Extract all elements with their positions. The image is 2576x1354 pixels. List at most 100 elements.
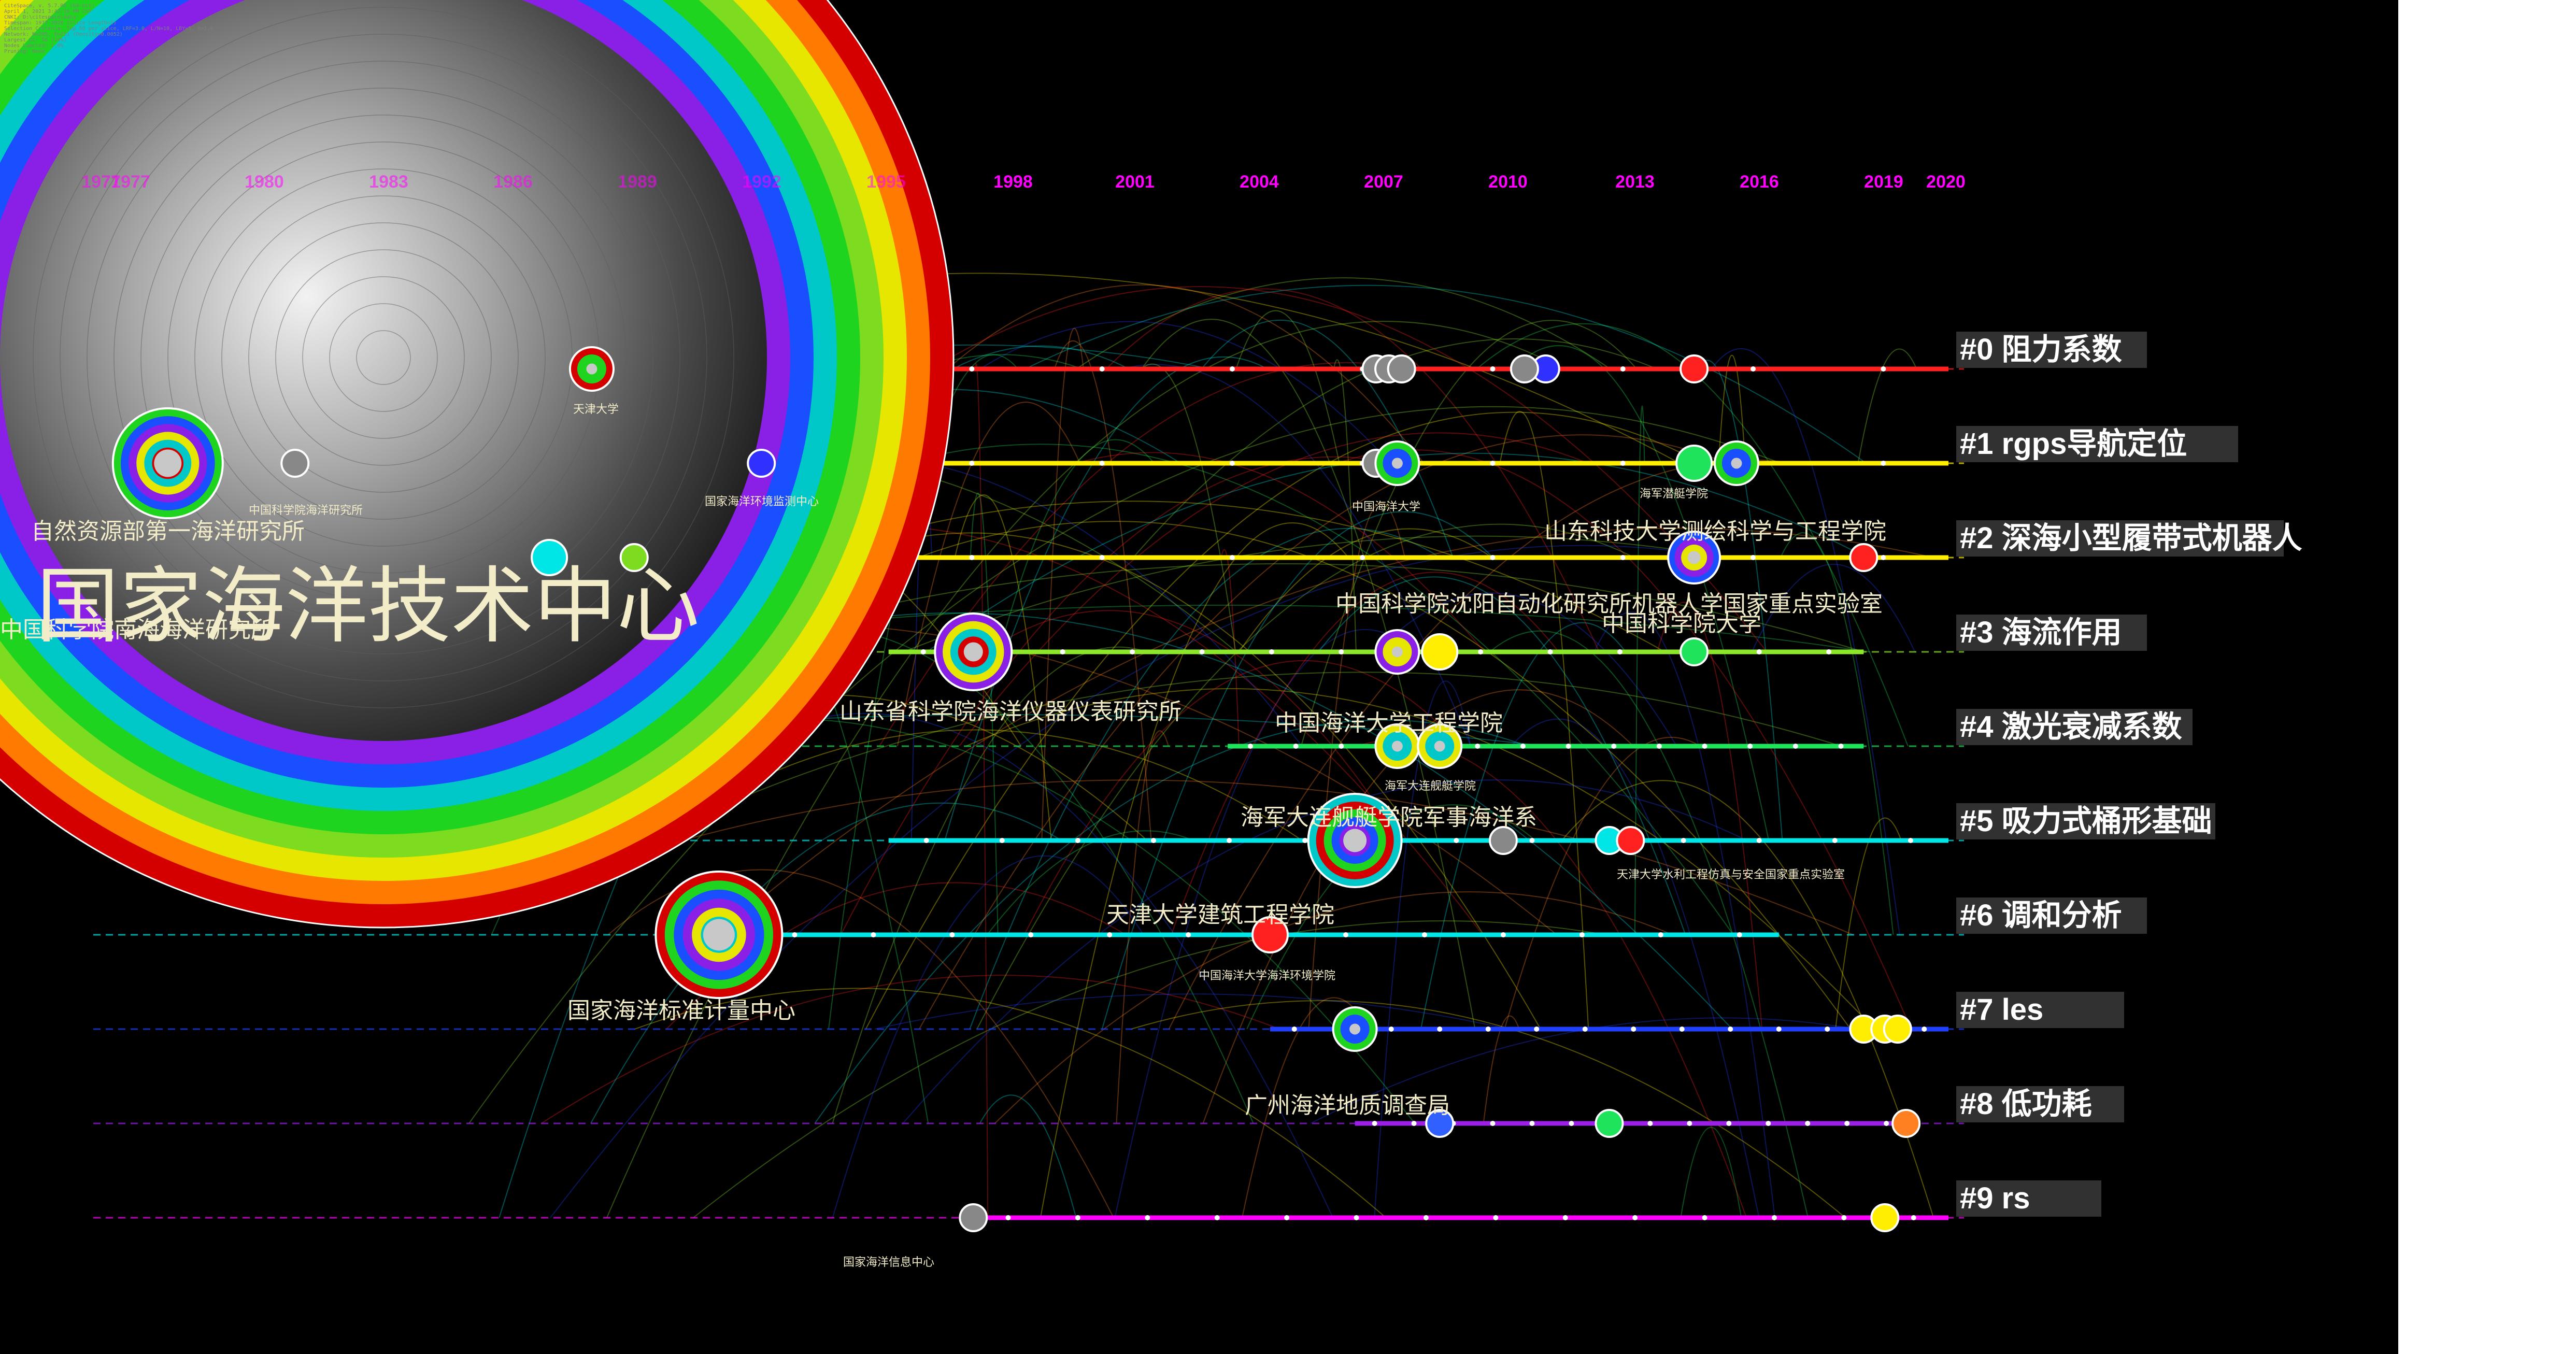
citation-arc [1657, 602, 1763, 1030]
citation-arc [1489, 630, 1809, 1218]
institution-label: 天津大学 [573, 403, 619, 416]
node-fill [748, 450, 775, 477]
cluster-label-8: #8 低功耗 [1956, 1086, 2124, 1122]
citation-arc [717, 528, 1933, 935]
timeline-tick [1360, 555, 1365, 560]
timeline-tick [1881, 555, 1886, 560]
timeline-tick [1291, 1027, 1297, 1032]
citation-arc [745, 712, 1334, 1218]
cluster-node [1883, 1015, 1912, 1044]
citation-arc [1116, 730, 1169, 1124]
cluster-node [1488, 826, 1518, 855]
node-fill [1681, 638, 1708, 665]
cluster-label-box [1956, 803, 2215, 839]
institution-label: 海军大连舰艇学院军事海洋系 [1241, 804, 1537, 831]
timeline-tick [1547, 649, 1553, 654]
timeline-tick [1908, 838, 1913, 843]
timeline-tick [871, 932, 876, 937]
year-tick-label: 1995 [866, 172, 906, 192]
node-fill [1388, 355, 1415, 382]
timeline-tick [1726, 1121, 1732, 1126]
cluster-label-5: #5 吸力式桶形基础 [1956, 803, 2215, 839]
citation-arc [1076, 452, 1485, 652]
citation-arc [1504, 737, 1701, 1030]
timeline-tick [1658, 932, 1663, 937]
cluster-name: 海流作用 [2002, 616, 2122, 649]
timeline-tick [1490, 555, 1496, 560]
timeline-tick [1500, 932, 1506, 937]
institution-label: 中国科学院沈阳自动化研究所机器人学国家重点实验室 [1335, 591, 1883, 617]
cluster-id: #0 [1960, 333, 2002, 366]
timeline-tick [1747, 744, 1753, 749]
timeline-tick [1475, 744, 1481, 749]
run-info-line: April 1, 2021 3:42:16 PM CST [4, 9, 92, 15]
cluster-node [1332, 1006, 1378, 1052]
citation-arc [944, 356, 1268, 841]
cluster-label-box [1956, 615, 2147, 651]
timeline-tick [1565, 744, 1571, 749]
timeline-tick [1150, 838, 1156, 843]
run-info-line: Network: N=285, E=211 (Density=0.0052) [4, 32, 123, 37]
timeline-tick [1838, 744, 1844, 749]
cluster-label-box [1956, 897, 2147, 934]
institution-label: 天津大学建筑工程学院 [1106, 902, 1334, 928]
tree-ring [140, 115, 627, 601]
node-center [1434, 740, 1445, 752]
node-fill [281, 450, 309, 477]
year-tick-label: 1977 [81, 172, 121, 192]
cluster-label-text: #1 rgps导航定位 [1960, 427, 2187, 461]
cluster-label-7: #7 les [1956, 992, 2124, 1028]
node-outline [1849, 543, 1878, 572]
timeline-tick [1490, 366, 1496, 372]
node-outline [1870, 1203, 1900, 1232]
citation-arc [1780, 532, 1894, 935]
timeline-tick [1750, 555, 1756, 560]
timeline-tick [1227, 838, 1232, 843]
cluster-node [111, 407, 224, 519]
cluster-label-text: #9 rs [1960, 1181, 2030, 1215]
cluster-label-text: #6 调和分析 [1960, 899, 2122, 932]
node-fill [620, 544, 648, 571]
timeline-tick [1247, 744, 1253, 749]
cluster-label-text: #7 les [1960, 993, 2043, 1027]
node-outline [1667, 531, 1721, 585]
timeline-tick [1529, 1121, 1535, 1126]
timeline-tick [1490, 1121, 1496, 1126]
citation-arc [1420, 622, 1626, 1030]
cluster-node [1307, 793, 1403, 888]
cluster-label-text: #2 深海小型履带式机器人 [1960, 521, 2302, 555]
cluster-label-1: #1 rgps导航定位 [1956, 426, 2238, 462]
cluster-label-box [1956, 520, 2284, 557]
timeline-tick [1269, 649, 1274, 654]
node-outline [280, 449, 310, 478]
citation-arc [1076, 277, 1611, 369]
run-info-line: Pruning: None [4, 49, 45, 54]
node-outline [934, 612, 1013, 691]
timeline-tick [1293, 744, 1299, 749]
run-info-line: Selection Criteria: Top 50 per slice, LR… [4, 26, 213, 32]
blank-margin [2398, 0, 2576, 1354]
cluster-node [1425, 1109, 1455, 1138]
cluster-node [959, 1203, 988, 1232]
ring-outline [0, 0, 955, 929]
citation-arc [985, 610, 1401, 841]
citation-arc [1593, 611, 1775, 1218]
timeline-tick [1490, 461, 1496, 466]
timeline-tick [1771, 1215, 1777, 1220]
cluster-label-2: #2 深海小型履带式机器人 [1956, 520, 2302, 557]
citation-arc [1835, 817, 1902, 1030]
citation-arc [1718, 354, 1746, 464]
timeline-tick [1737, 932, 1742, 937]
institution-label: 国家海洋环境监测中心 [705, 495, 819, 508]
citation-arc [999, 439, 1155, 652]
timeline-tick [1569, 1121, 1574, 1126]
timeline-tick [1302, 838, 1308, 843]
tree-ring [33, 7, 734, 708]
citation-arc [979, 321, 1391, 464]
citation-arc [947, 284, 1425, 464]
timeline-tick [1485, 1027, 1491, 1032]
cluster-node [1680, 637, 1709, 666]
citation-arc [1131, 1000, 1846, 1218]
cluster-node [280, 449, 310, 478]
citation-arc [1122, 364, 1472, 747]
